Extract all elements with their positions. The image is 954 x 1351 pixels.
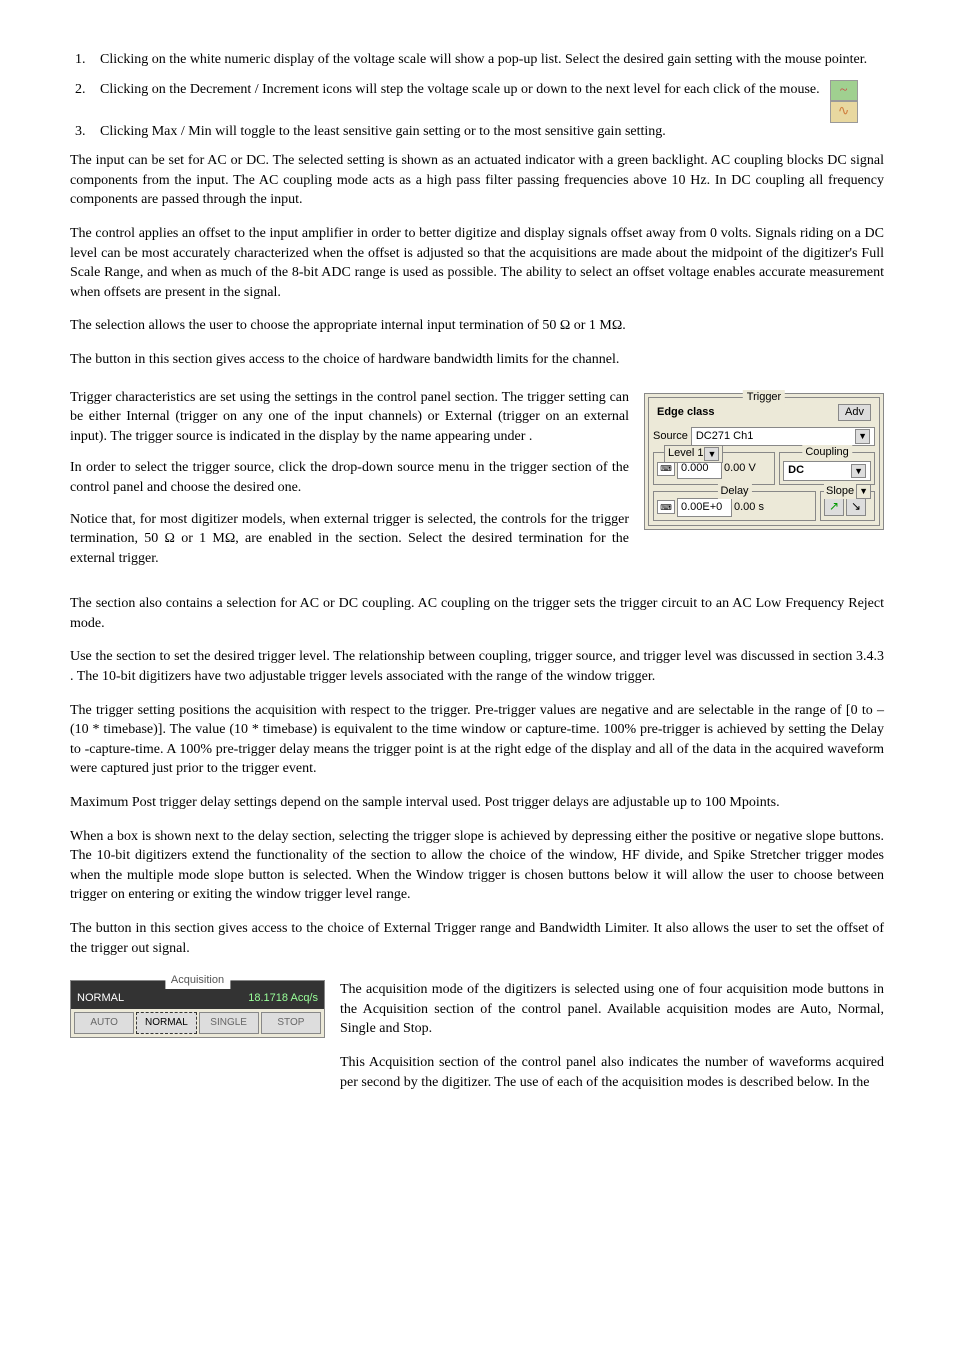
delay-input[interactable]: 0.00E+0	[677, 498, 732, 517]
adv-button[interactable]: Adv	[838, 404, 871, 421]
paragraph-acq-1: The acquisition mode of the digitizers i…	[340, 980, 884, 1039]
delay-unit: 0.00 s	[734, 500, 764, 515]
paragraph-slope: When a box is shown next to the delay se…	[70, 827, 884, 905]
paragraph-bandwidth: The button in this section gives access …	[70, 350, 884, 370]
source-row: Source DC271 Ch1 ▼	[653, 427, 875, 446]
single-button[interactable]: SINGLE	[199, 1012, 259, 1034]
trigger-panel-box: Trigger Edge class Adv Source DC271 Ch1 …	[644, 393, 884, 531]
acquisition-button-row: AUTO NORMAL SINGLE STOP	[71, 1009, 324, 1037]
paragraph-input-coupling: The input can be set for AC or DC. The s…	[70, 151, 884, 210]
keyboard-icon[interactable]: ⌨	[657, 462, 675, 476]
increment-icon: ~	[830, 80, 858, 102]
list-item-3: 3. Clicking Max / Min will toggle to the…	[70, 122, 884, 142]
paragraph-level: Use the section to set the desired trigg…	[70, 647, 884, 686]
chevron-down-icon: ▼	[851, 464, 866, 479]
chevron-down-icon[interactable]: ▼	[856, 484, 871, 499]
list-item-1: 1. Clicking on the white numeric display…	[70, 50, 884, 70]
list-text: Clicking on the white numeric display of…	[100, 50, 884, 70]
delay-input-row: ⌨ 0.00E+0 0.00 s	[657, 498, 812, 517]
trigger-fieldset: Trigger Edge class Adv Source DC271 Ch1 …	[648, 397, 880, 527]
list-number: 3.	[70, 122, 100, 142]
coupling-fieldset: Coupling DC ▼	[779, 452, 875, 484]
paragraph-offset: The control applies an offset to the inp…	[70, 224, 884, 302]
acquisition-box: Acquisition NORMAL 18.1718 Acq/s AUTO NO…	[70, 980, 325, 1037]
level-coupling-row: Level 1 ▼ ⌨ 0.000 0.00 V Coupling DC	[653, 452, 875, 484]
paragraph-trigger-2: In order to select the trigger source, c…	[70, 458, 629, 497]
slope-buttons: ↗ ↘	[824, 498, 871, 516]
trigger-section: Trigger characteristics are set using th…	[70, 388, 884, 581]
coupling-legend: Coupling	[802, 445, 851, 460]
trigger-panel: Trigger Edge class Adv Source DC271 Ch1 …	[644, 393, 884, 581]
increment-decrement-icon: ~ ∿	[830, 80, 858, 112]
coupling-dropdown[interactable]: DC ▼	[783, 461, 871, 480]
slope-positive-button[interactable]: ↗	[824, 498, 844, 516]
acquisition-rate: 18.1718 Acq/s	[248, 991, 318, 1006]
acquisition-section: Acquisition NORMAL 18.1718 Acq/s AUTO NO…	[70, 980, 884, 1092]
acquisition-status: NORMAL	[77, 991, 124, 1006]
paragraph-acq-2: This Acquisition section of the control …	[340, 1053, 884, 1092]
paragraph-trigger-3: Notice that, for most digitizer models, …	[70, 510, 629, 569]
paragraph-delay: The trigger setting positions the acquis…	[70, 701, 884, 779]
numbered-list: 1. Clicking on the white numeric display…	[70, 50, 884, 141]
source-dropdown[interactable]: DC271 Ch1 ▼	[691, 427, 875, 446]
level-fieldset: Level 1 ▼ ⌨ 0.000 0.00 V	[653, 452, 775, 484]
chevron-down-icon: ▼	[704, 447, 719, 462]
chevron-down-icon: ▼	[855, 429, 870, 444]
list-number: 2.	[70, 80, 100, 112]
source-value: DC271 Ch1	[696, 429, 753, 444]
paragraph-adv: The button in this section gives access …	[70, 919, 884, 958]
delay-slope-row: Delay ⌨ 0.00E+0 0.00 s Slope ▼	[653, 491, 875, 521]
paragraph-termination: The selection allows the user to choose …	[70, 316, 884, 336]
stop-button[interactable]: STOP	[261, 1012, 321, 1034]
coupling-value: DC	[788, 463, 804, 478]
edge-class-label: Edge class	[657, 405, 714, 420]
slope-negative-button[interactable]: ↘	[846, 498, 866, 516]
trigger-header: Edge class Adv	[653, 402, 875, 425]
list-number: 1.	[70, 50, 100, 70]
slope-fieldset: Slope ▼ ↗ ↘	[820, 491, 875, 521]
acquisition-legend: Acquisition	[165, 973, 230, 988]
acquisition-panel: Acquisition NORMAL 18.1718 Acq/s AUTO NO…	[70, 980, 325, 1037]
delay-legend: Delay	[717, 484, 751, 499]
trigger-legend: Trigger	[743, 390, 785, 405]
list-text: Clicking Max / Min will toggle to the le…	[100, 122, 884, 142]
slope-legend: Slope	[824, 484, 856, 499]
list-text: Clicking on the Decrement / Increment ic…	[100, 80, 820, 100]
source-label: Source	[653, 429, 688, 444]
paragraph-coupling: The section also contains a selection fo…	[70, 594, 884, 633]
trigger-text-column: Trigger characteristics are set using th…	[70, 388, 629, 581]
level-unit: 0.00 V	[724, 461, 756, 476]
decrement-icon: ∿	[830, 101, 858, 123]
acquisition-text-column: The acquisition mode of the digitizers i…	[340, 980, 884, 1092]
level-legend[interactable]: Level 1 ▼	[664, 445, 723, 462]
paragraph-max-post: Maximum Post trigger delay settings depe…	[70, 793, 884, 813]
keyboard-icon[interactable]: ⌨	[657, 500, 675, 514]
acquisition-status-row: NORMAL 18.1718 Acq/s	[71, 989, 324, 1008]
normal-button[interactable]: NORMAL	[136, 1012, 196, 1034]
auto-button[interactable]: AUTO	[74, 1012, 134, 1034]
list-item-2: 2. Clicking on the Decrement / Increment…	[70, 80, 884, 112]
delay-fieldset: Delay ⌨ 0.00E+0 0.00 s	[653, 491, 816, 521]
paragraph-trigger-1: Trigger characteristics are set using th…	[70, 388, 629, 447]
